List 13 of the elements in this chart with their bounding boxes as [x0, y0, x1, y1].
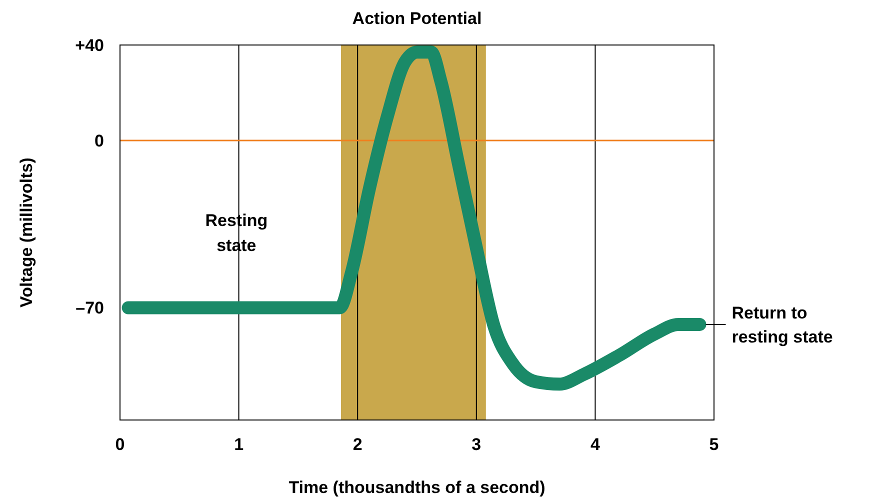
y-tick-label: –70	[76, 298, 104, 318]
x-axis-title: Time (thousandths of a second)	[288, 478, 546, 497]
x-tick-label: 5	[709, 435, 719, 454]
x-tick-label: 3	[472, 435, 482, 454]
y-tick-label: +40	[75, 36, 104, 55]
x-tick-label: 1	[234, 435, 244, 454]
x-tick-label: 2	[352, 435, 362, 454]
x-tick-label: 0	[115, 435, 125, 454]
x-tick-label: 4	[590, 435, 600, 454]
annotation: Return to resting state	[732, 303, 833, 346]
chart-title: Action Potential	[352, 9, 482, 28]
y-tick-label: 0	[94, 132, 104, 151]
y-axis-title: Voltage (millivolts)	[17, 158, 36, 308]
